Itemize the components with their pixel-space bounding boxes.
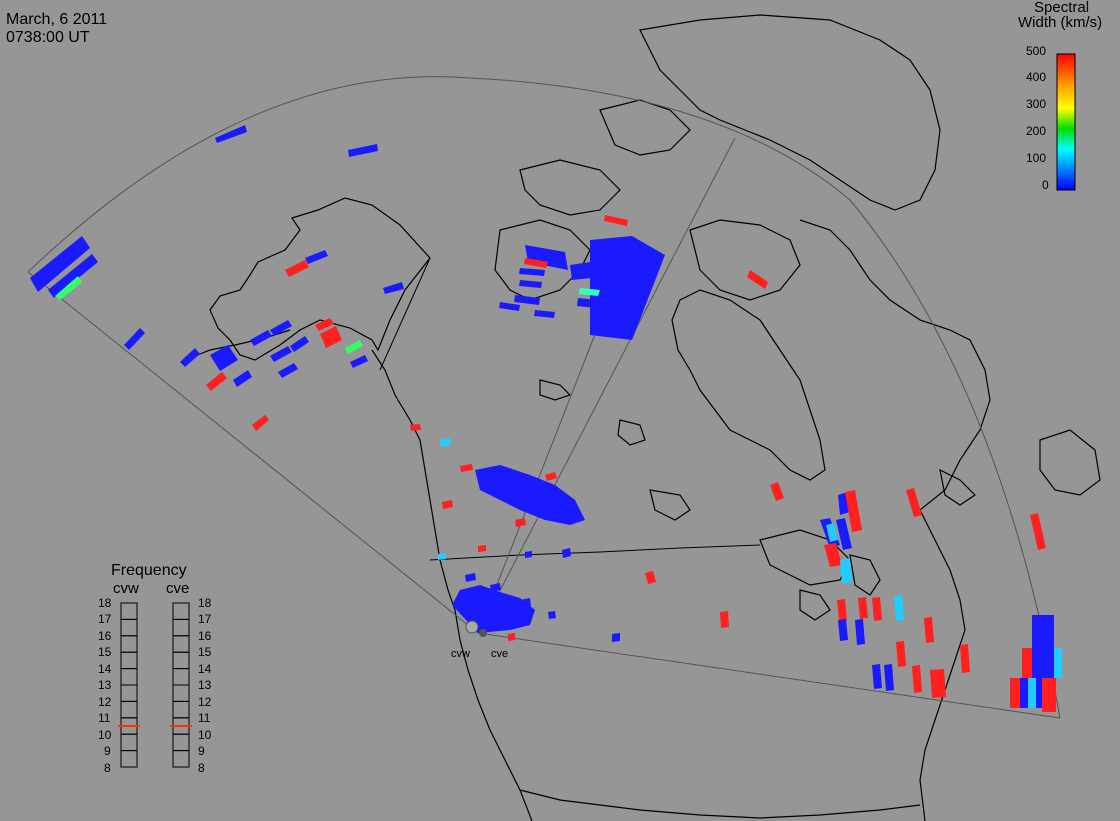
fov-west-edge xyxy=(27,271,479,634)
radar-sites: cvw cve xyxy=(451,620,508,660)
legend-tick-400: 400 xyxy=(1026,70,1046,84)
freq-right-tick: 14 xyxy=(198,662,212,676)
date-text: March, 6 2011 xyxy=(6,11,107,28)
legend-color-bar xyxy=(1056,53,1076,191)
freq-left-tick: 16 xyxy=(98,629,112,643)
frequency-cve-cell xyxy=(172,750,190,768)
freq-left-tick: 17 xyxy=(98,612,112,626)
timestamp: March, 6 2011 0738:00 UT xyxy=(6,11,107,46)
cve-label: cve xyxy=(491,648,508,660)
cvw-site-marker xyxy=(465,620,479,634)
time-text: 0738:00 UT xyxy=(6,29,90,46)
frequency-ticks-right: 18 17 16 15 14 13 12 11 10 9 8 xyxy=(198,596,212,775)
cve-site-marker xyxy=(479,629,487,637)
echoes xyxy=(30,125,1062,712)
greenland-outline xyxy=(639,14,941,211)
freq-left-tick: 18 xyxy=(98,596,112,610)
freq-right-tick: 8 xyxy=(198,761,205,775)
freq-right-tick: 10 xyxy=(198,728,212,742)
freq-right-tick: 15 xyxy=(198,645,212,659)
freq-right-tick: 13 xyxy=(198,678,212,692)
freq-left-tick: 12 xyxy=(98,695,112,709)
frequency-ticks-left: 18 17 16 15 14 13 12 11 10 9 8 xyxy=(98,596,112,775)
cvw-label: cvw xyxy=(451,648,470,660)
legend-tick-300: 300 xyxy=(1026,97,1046,111)
frequency-panel: Frequency cvw cve 18 17 16 15 14 13 12 1… xyxy=(98,562,212,775)
west-coast-outline xyxy=(371,349,533,821)
freq-left-tick: 10 xyxy=(98,728,112,742)
hudson-bay-outline xyxy=(671,289,826,481)
freq-right-tick: 16 xyxy=(198,629,212,643)
spectral-width-legend: Spectral Width (km/s) 500 400 300 200 10… xyxy=(1018,0,1102,192)
frequency-cvw-label: cvw xyxy=(113,580,139,597)
freq-left-tick: 11 xyxy=(98,711,111,725)
freq-right-tick: 12 xyxy=(198,695,212,709)
legend-tick-200: 200 xyxy=(1026,124,1046,138)
alaska-outline xyxy=(209,197,431,361)
frequency-title: Frequency xyxy=(111,562,187,579)
radar-fov xyxy=(27,76,1061,719)
freq-left-tick: 14 xyxy=(98,662,112,676)
freq-left-tick: 13 xyxy=(98,678,112,692)
legend-tick-100: 100 xyxy=(1026,151,1046,165)
frequency-cve-column xyxy=(170,602,192,768)
freq-left-tick: 8 xyxy=(104,761,111,775)
fov-cve-west-beam xyxy=(477,137,736,634)
legend-tick-500: 500 xyxy=(1026,44,1046,58)
legend-title-line2: Width (km/s) xyxy=(1018,14,1102,31)
freq-right-tick: 11 xyxy=(198,711,211,725)
legend-tick-0: 0 xyxy=(1042,178,1049,192)
alaska-border xyxy=(379,257,431,371)
coastlines xyxy=(189,14,1101,821)
great-lakes-outline xyxy=(759,529,851,586)
legend-title-line1: Spectral xyxy=(1034,0,1089,16)
frequency-cve-label: cve xyxy=(166,580,189,597)
fov-outer-arc xyxy=(27,76,1061,719)
frequency-cvw-column xyxy=(118,602,140,768)
freq-right-tick: 18 xyxy=(198,596,212,610)
freq-left-tick: 15 xyxy=(98,645,112,659)
freq-left-tick: 9 xyxy=(104,744,111,758)
frequency-cvw-cell xyxy=(120,750,138,768)
freq-right-tick: 17 xyxy=(198,612,212,626)
freq-right-tick: 9 xyxy=(198,744,205,758)
fov-east-edge xyxy=(477,632,1061,719)
canada-us-border xyxy=(429,544,761,561)
